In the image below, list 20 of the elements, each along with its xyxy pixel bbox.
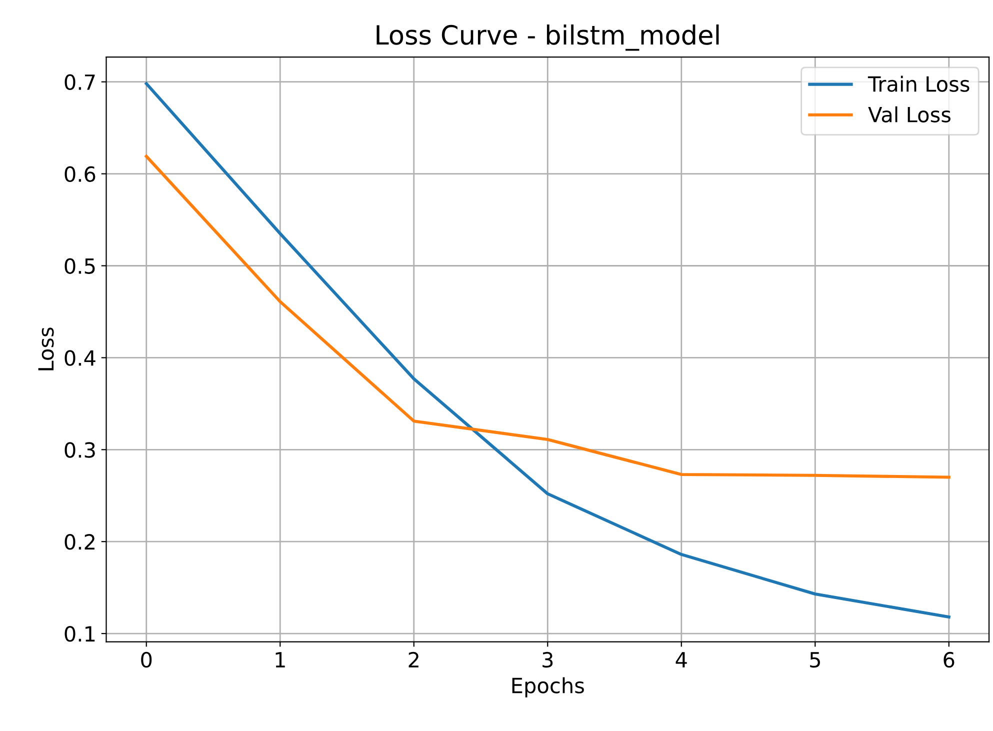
y-tick-label: 0.3 bbox=[64, 442, 95, 458]
y-tick-label: 0.1 bbox=[64, 626, 95, 642]
y-tick-label: 0.2 bbox=[64, 534, 94, 550]
x-tick-label: 4 bbox=[676, 652, 687, 668]
y-tick-label: 0.7 bbox=[64, 74, 95, 90]
x-tick-label: 3 bbox=[542, 652, 553, 668]
y-axis-title: Loss bbox=[38, 328, 54, 370]
x-tick-label: 2 bbox=[408, 652, 418, 668]
x-axis-title: Epochs bbox=[512, 677, 584, 698]
y-tick-label: 0.5 bbox=[64, 258, 95, 274]
x-tick-label: 0 bbox=[141, 652, 152, 668]
y-tick-label: 0.6 bbox=[64, 166, 96, 182]
line-series bbox=[144, 154, 950, 479]
x-tick-label: 6 bbox=[944, 652, 954, 668]
legend-label: Val Loss bbox=[868, 106, 950, 122]
legend-label: Train Loss bbox=[868, 76, 970, 92]
y-tick-label: 0.4 bbox=[64, 350, 96, 366]
chart-title: Loss Curve - bilstm_model bbox=[376, 24, 719, 51]
x-tick-label: 5 bbox=[810, 652, 820, 668]
x-tick-label: 1 bbox=[276, 652, 285, 668]
